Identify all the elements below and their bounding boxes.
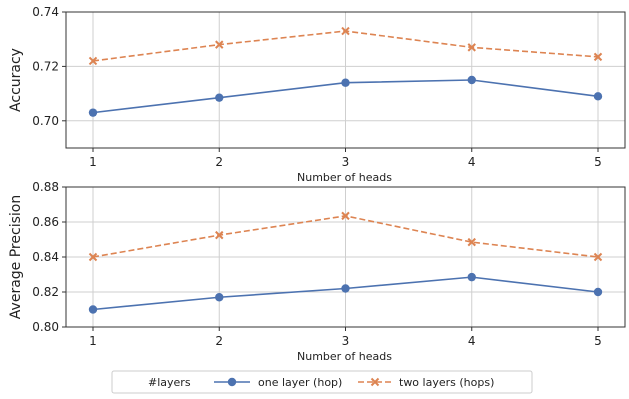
y-tick-label: 0.74 xyxy=(32,5,59,19)
x-axis-label: Number of heads xyxy=(297,350,392,363)
data-point xyxy=(593,252,603,262)
x-tick-label: 5 xyxy=(594,334,602,348)
data-point xyxy=(467,75,476,85)
y-axis-label: Average Precision xyxy=(8,195,24,319)
x-tick-label: 1 xyxy=(89,155,97,169)
data-point xyxy=(467,272,476,282)
x-marker-stroke xyxy=(88,252,98,262)
legend-label: two layers (hops) xyxy=(399,376,494,389)
data-point xyxy=(88,252,98,262)
data-point xyxy=(467,237,476,247)
x-marker-stroke xyxy=(467,43,476,52)
y-tick-label: 0.88 xyxy=(32,180,59,194)
x-tick-label: 2 xyxy=(215,334,223,348)
x-tick-label: 4 xyxy=(468,155,476,169)
legend-entry-one-layer: one layer (hop) xyxy=(214,376,342,389)
data-point xyxy=(88,305,98,314)
data-point xyxy=(215,293,224,302)
x-tick-label: 4 xyxy=(468,334,476,348)
y-tick-label: 0.82 xyxy=(32,285,59,299)
x-marker-stroke xyxy=(215,40,224,49)
data-point xyxy=(341,78,350,87)
y-tick-label: 0.84 xyxy=(32,250,59,264)
data-point xyxy=(88,56,98,66)
y-axis-label: Accuracy xyxy=(8,48,24,112)
data-point xyxy=(215,230,224,240)
x-tick-label: 5 xyxy=(594,155,602,169)
y-tick-label: 0.70 xyxy=(32,114,59,128)
plot-frame xyxy=(65,11,626,149)
y-tick-label: 0.86 xyxy=(32,215,59,229)
data-point xyxy=(341,211,350,221)
x-axis-label: Number of heads xyxy=(297,171,392,184)
data-point xyxy=(341,284,350,293)
data-point xyxy=(593,52,603,62)
x-marker-stroke xyxy=(593,252,603,262)
data-point xyxy=(215,93,224,102)
legend-marker xyxy=(227,377,237,387)
x-marker-stroke xyxy=(593,52,603,62)
legend-entry-two-layers: two layers (hops) xyxy=(358,376,494,389)
chart-panel-1: 0.70 0.72 0.74 1 2 3 4 5 Number of heads Accuracy xyxy=(8,5,626,184)
data-point xyxy=(215,40,224,49)
x-tick-label: 2 xyxy=(215,155,223,169)
x-marker-stroke xyxy=(341,26,350,36)
x-tick-label: 1 xyxy=(89,334,97,348)
legend-marker xyxy=(370,377,380,387)
x-marker-stroke xyxy=(341,211,350,221)
legend: #layers one layer (hop) two layers (hops) xyxy=(111,370,533,394)
x-tick-label: 3 xyxy=(342,155,350,169)
legend-box xyxy=(111,370,533,394)
y-tick-label: 0.80 xyxy=(32,320,59,334)
data-point xyxy=(467,43,476,52)
legend-title: #layers xyxy=(148,376,191,389)
y-tick-label: 0.72 xyxy=(32,59,59,73)
x-marker-stroke xyxy=(467,237,476,247)
x-tick-label: 3 xyxy=(342,334,350,348)
chart-panel-2: 0.80 0.82 0.84 0.86 0.88 1 2 3 4 5 Number of heads… xyxy=(8,180,626,363)
legend-label: one layer (hop) xyxy=(258,376,342,389)
data-point xyxy=(593,92,603,101)
data-point xyxy=(88,108,98,117)
data-point xyxy=(341,26,350,36)
x-marker-stroke xyxy=(215,230,224,240)
x-marker-stroke xyxy=(88,56,98,66)
data-point xyxy=(593,287,603,297)
plot-frame xyxy=(65,186,626,328)
